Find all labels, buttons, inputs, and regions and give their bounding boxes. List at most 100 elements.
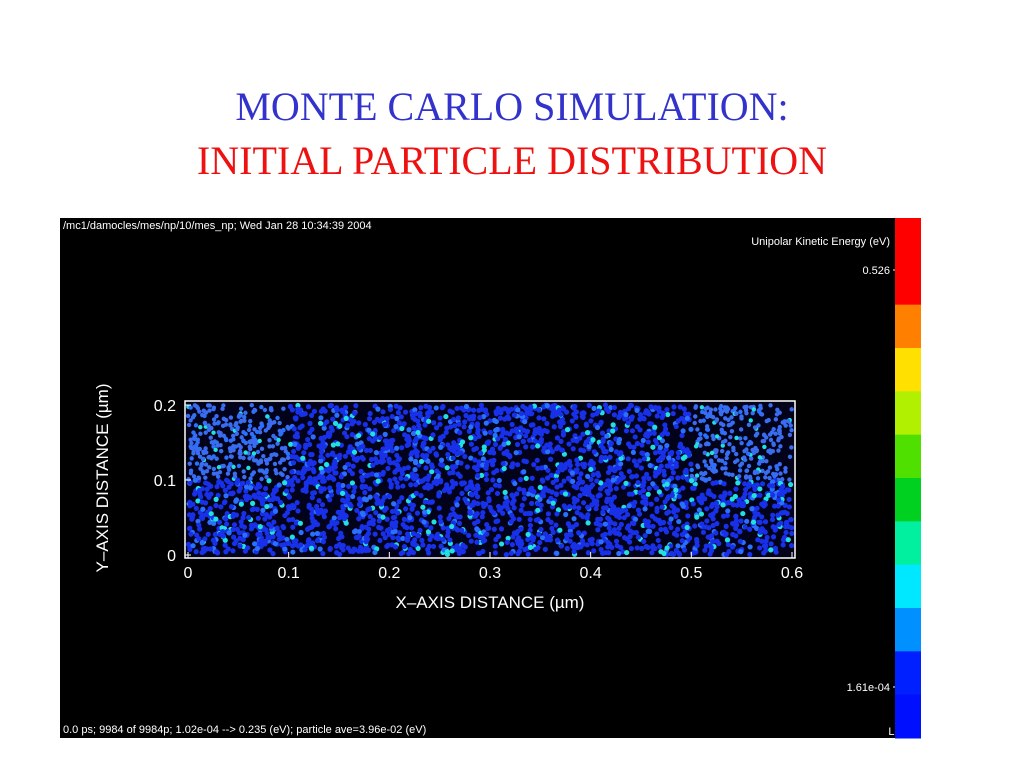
particle xyxy=(290,448,297,455)
particle xyxy=(705,414,710,420)
particle xyxy=(205,531,211,537)
particle xyxy=(772,503,778,509)
particle xyxy=(677,443,683,450)
particle xyxy=(773,431,778,436)
particle xyxy=(285,451,291,457)
particle xyxy=(454,502,460,508)
particle xyxy=(537,484,543,491)
particle xyxy=(652,450,659,456)
particle xyxy=(789,445,794,450)
particle xyxy=(702,459,707,464)
particle xyxy=(310,466,316,472)
particle xyxy=(345,545,351,551)
particle xyxy=(743,474,749,479)
colorbar-block xyxy=(895,348,921,392)
particle xyxy=(675,418,681,424)
particle xyxy=(714,448,719,453)
particle xyxy=(461,480,467,486)
particle xyxy=(684,476,690,482)
particle xyxy=(199,549,205,556)
particle xyxy=(444,482,450,488)
particle xyxy=(412,467,418,473)
particle xyxy=(418,478,424,484)
particle xyxy=(768,547,774,553)
particle xyxy=(553,491,560,497)
particle xyxy=(203,410,209,415)
particle xyxy=(536,415,542,421)
particle xyxy=(259,446,265,451)
particle xyxy=(644,452,650,458)
particle xyxy=(267,423,273,429)
particle xyxy=(211,417,217,422)
particle xyxy=(708,413,714,419)
particle xyxy=(450,444,456,450)
particle xyxy=(296,443,302,449)
particle xyxy=(309,495,315,501)
particle xyxy=(597,486,604,492)
particle xyxy=(402,432,408,438)
particle xyxy=(636,511,643,517)
particle xyxy=(413,447,419,454)
particle xyxy=(304,526,311,532)
particle xyxy=(380,469,386,475)
particle xyxy=(382,452,388,459)
particle xyxy=(708,533,715,539)
particle xyxy=(196,536,202,542)
particle xyxy=(668,524,674,531)
particle xyxy=(572,433,578,439)
particle xyxy=(784,510,790,517)
particle xyxy=(702,547,708,553)
particle xyxy=(187,546,193,553)
particle xyxy=(776,448,781,453)
particle xyxy=(439,405,445,411)
particle xyxy=(580,414,586,421)
particle xyxy=(610,428,616,434)
particle xyxy=(415,545,421,551)
particle xyxy=(451,448,457,454)
particle xyxy=(413,482,419,488)
particle xyxy=(662,422,668,428)
particle xyxy=(548,495,554,501)
particle xyxy=(196,522,202,528)
particle xyxy=(585,550,591,556)
particle xyxy=(376,518,382,524)
particle xyxy=(435,473,441,479)
particle xyxy=(599,430,606,436)
particle xyxy=(554,550,560,556)
particle xyxy=(349,431,355,438)
particle xyxy=(516,516,522,522)
particle xyxy=(536,531,542,537)
particle xyxy=(203,475,208,480)
particle xyxy=(397,405,403,411)
particle xyxy=(316,498,322,504)
particle xyxy=(251,492,257,498)
particle xyxy=(754,448,759,454)
particle xyxy=(542,531,548,537)
colorbar-block xyxy=(895,261,921,306)
particle xyxy=(309,540,316,546)
particle xyxy=(693,404,699,409)
particle xyxy=(740,510,746,517)
particle xyxy=(637,416,643,422)
particle xyxy=(688,461,694,467)
particle xyxy=(307,420,313,427)
particle xyxy=(726,422,731,428)
particle xyxy=(306,537,312,543)
particle xyxy=(347,416,353,423)
particle xyxy=(603,505,609,511)
particle xyxy=(248,526,255,532)
particle xyxy=(656,405,662,411)
particle xyxy=(668,516,674,522)
particle xyxy=(276,482,282,488)
colorbar-block xyxy=(895,694,921,739)
particle xyxy=(239,523,245,529)
particle xyxy=(367,410,373,417)
particle xyxy=(301,411,307,417)
particle xyxy=(429,533,435,539)
particle xyxy=(256,490,262,496)
particle xyxy=(318,454,324,460)
particle xyxy=(703,477,709,483)
particle xyxy=(493,418,499,425)
particle xyxy=(591,449,597,455)
particle xyxy=(555,469,561,475)
